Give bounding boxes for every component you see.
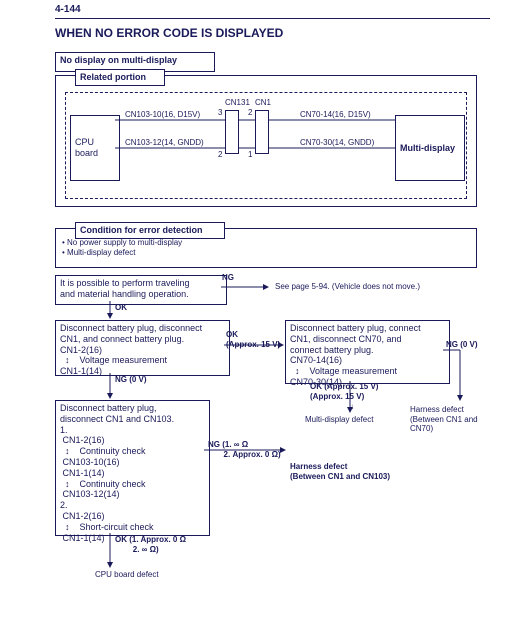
page: 4-144 WHEN NO ERROR CODE IS DISPLAYED No… bbox=[0, 0, 510, 629]
flow-arrows-svg bbox=[0, 0, 510, 629]
